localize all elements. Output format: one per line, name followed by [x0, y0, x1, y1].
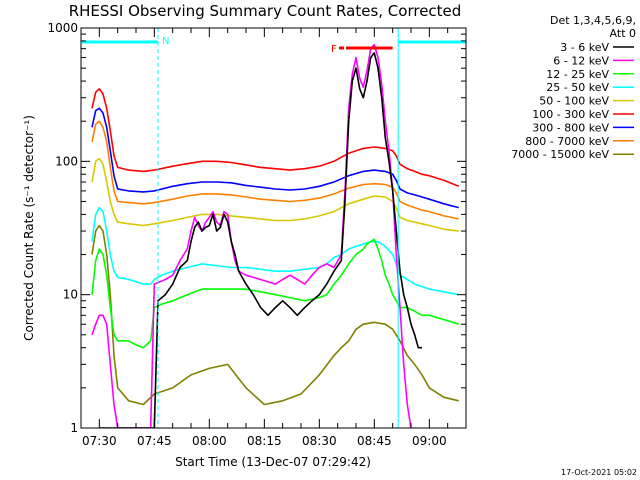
series-line-7	[91, 107, 459, 209]
x-tick-label: 07:45	[137, 434, 172, 448]
flag-label-f: F	[331, 44, 337, 55]
footer-timestamp: 17-Oct-2021 05:02	[561, 468, 637, 477]
x-tick-label: 08:15	[247, 434, 282, 448]
legend-entry-9: 7000 - 15000 keV	[511, 148, 609, 161]
legend-entry-1: 3 - 6 keV	[560, 41, 609, 54]
legend-entry-5: 50 - 100 keV	[539, 95, 609, 108]
x-axis: 07:30 07:45 08:00 08:15 08:30 08:45 09:00	[82, 28, 467, 448]
legend-header-line-2: Att 0	[610, 27, 636, 40]
legend-entry-7: 300 - 800 keV	[532, 121, 609, 134]
legend-header-line-1: Det 1,3,4,5,6,9,	[550, 14, 636, 27]
chart-title: RHESSI Observing Summary Count Rates, Co…	[69, 2, 462, 20]
series-group	[91, 43, 459, 428]
legend-entry-8: 800 - 7000 keV	[525, 135, 609, 148]
y-tick-label: 100	[55, 154, 78, 168]
y-axis-label: Corrected Count Rate (s⁻¹ detector⁻¹)	[22, 115, 36, 341]
y-axis: 1 10 100 1000	[47, 21, 466, 435]
series-line-2	[91, 43, 412, 428]
legend-entry-3: 12 - 25 keV	[546, 68, 609, 81]
legend-entry-4: 25 - 50 keV	[546, 81, 609, 94]
x-tick-label: 08:30	[302, 434, 337, 448]
annotation-group: NF	[82, 28, 467, 428]
x-tick-label: 08:00	[192, 434, 227, 448]
series-line-1	[99, 52, 422, 428]
y-tick-label: 10	[63, 288, 78, 302]
series-line-5	[91, 157, 459, 232]
x-tick-label: 08:45	[357, 434, 392, 448]
series-line-3	[91, 238, 459, 349]
series-line-8	[91, 120, 459, 220]
y-tick-label: 1	[70, 421, 78, 435]
series-line-6	[91, 88, 459, 188]
x-axis-label: Start Time (13-Dec-07 07:29:42)	[175, 455, 371, 469]
legend-entry-2: 6 - 12 keV	[553, 54, 609, 67]
flag-label-n: N	[162, 36, 169, 47]
x-tick-label: 07:30	[82, 434, 117, 448]
x-tick-label: 09:00	[412, 434, 447, 448]
series-line-9	[91, 224, 459, 406]
legend-entry-6: 100 - 300 keV	[532, 108, 609, 121]
plot-frame	[80, 27, 467, 429]
y-tick-label: 1000	[47, 21, 78, 35]
